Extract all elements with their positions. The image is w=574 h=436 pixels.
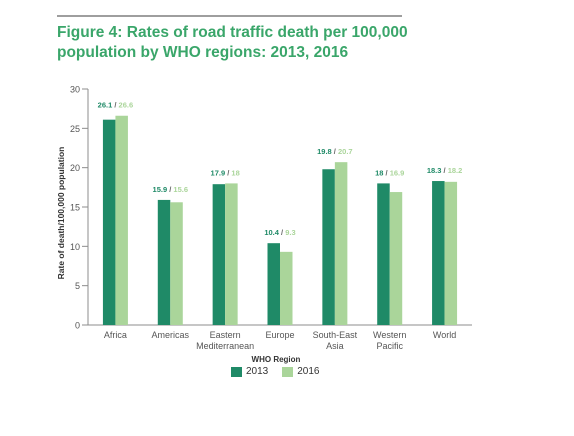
title-rule bbox=[57, 15, 402, 17]
x-tick-label: Europe bbox=[265, 330, 294, 340]
y-tick-label: 10 bbox=[70, 242, 80, 252]
x-tick-label: South-East bbox=[313, 330, 358, 340]
x-axis-title: WHO Region bbox=[252, 355, 301, 364]
bar-2013 bbox=[157, 199, 171, 325]
x-tick-label: World bbox=[433, 330, 456, 340]
x-tick-label: Americas bbox=[152, 330, 190, 340]
y-axis-title: Rate of death/100,000 population bbox=[56, 147, 66, 280]
y-tick-label: 25 bbox=[70, 124, 80, 134]
bar-2013 bbox=[377, 183, 390, 325]
bar-2013 bbox=[102, 119, 116, 326]
x-tick-label: Africa bbox=[104, 330, 127, 340]
bar-2013 bbox=[212, 184, 226, 325]
y-tick-label: 30 bbox=[70, 85, 80, 95]
x-tick-label: Pacific bbox=[376, 341, 403, 351]
x-tick-label: Western bbox=[373, 330, 406, 340]
legend-swatch-2016 bbox=[282, 366, 294, 377]
bar-2016 bbox=[334, 162, 348, 325]
legend-item-2016: 2016 bbox=[282, 366, 320, 377]
bar-2016 bbox=[389, 192, 403, 325]
bar-2016 bbox=[115, 115, 128, 325]
bar-2016 bbox=[170, 202, 183, 325]
data-label: 26.1 / 26.6 bbox=[98, 101, 133, 110]
data-label: 17.9 / 18 bbox=[211, 168, 240, 177]
legend-item-2013: 2013 bbox=[231, 366, 268, 377]
figure-title-line-1: Figure 4: Rates of road traffic death pe… bbox=[57, 24, 408, 41]
bar-2016 bbox=[280, 251, 293, 325]
figure-title-line-2: population by WHO regions: 2013, 2016 bbox=[57, 44, 349, 61]
y-tick-label: 15 bbox=[70, 203, 80, 213]
figure-title: Figure 4: Rates of road traffic death pe… bbox=[57, 23, 457, 63]
legend: 2013 2016 bbox=[231, 366, 334, 377]
data-label: 18.3 / 18.2 bbox=[427, 166, 462, 175]
bar-2013 bbox=[432, 181, 445, 325]
bar-2013 bbox=[267, 243, 280, 325]
x-tick-label: Mediterranean bbox=[196, 341, 254, 351]
legend-label-2016: 2016 bbox=[297, 366, 320, 377]
bar-2016 bbox=[225, 183, 238, 325]
bar-2016 bbox=[444, 181, 458, 325]
y-tick-label: 20 bbox=[70, 163, 80, 173]
legend-swatch-2013 bbox=[231, 366, 242, 377]
data-label: 19.8 / 20.7 bbox=[317, 147, 352, 156]
data-label: 18 / 16.9 bbox=[375, 168, 404, 177]
bar-2013 bbox=[322, 169, 335, 325]
y-tick-label: 0 bbox=[75, 321, 80, 331]
x-tick-label: Asia bbox=[326, 341, 344, 351]
data-label: 10.4 / 9.3 bbox=[264, 228, 295, 237]
legend-label-2013: 2013 bbox=[246, 366, 269, 377]
x-tick-label: Eastern bbox=[210, 330, 241, 340]
data-label: 15.9 / 15.6 bbox=[153, 185, 188, 194]
y-tick-label: 5 bbox=[75, 281, 80, 291]
